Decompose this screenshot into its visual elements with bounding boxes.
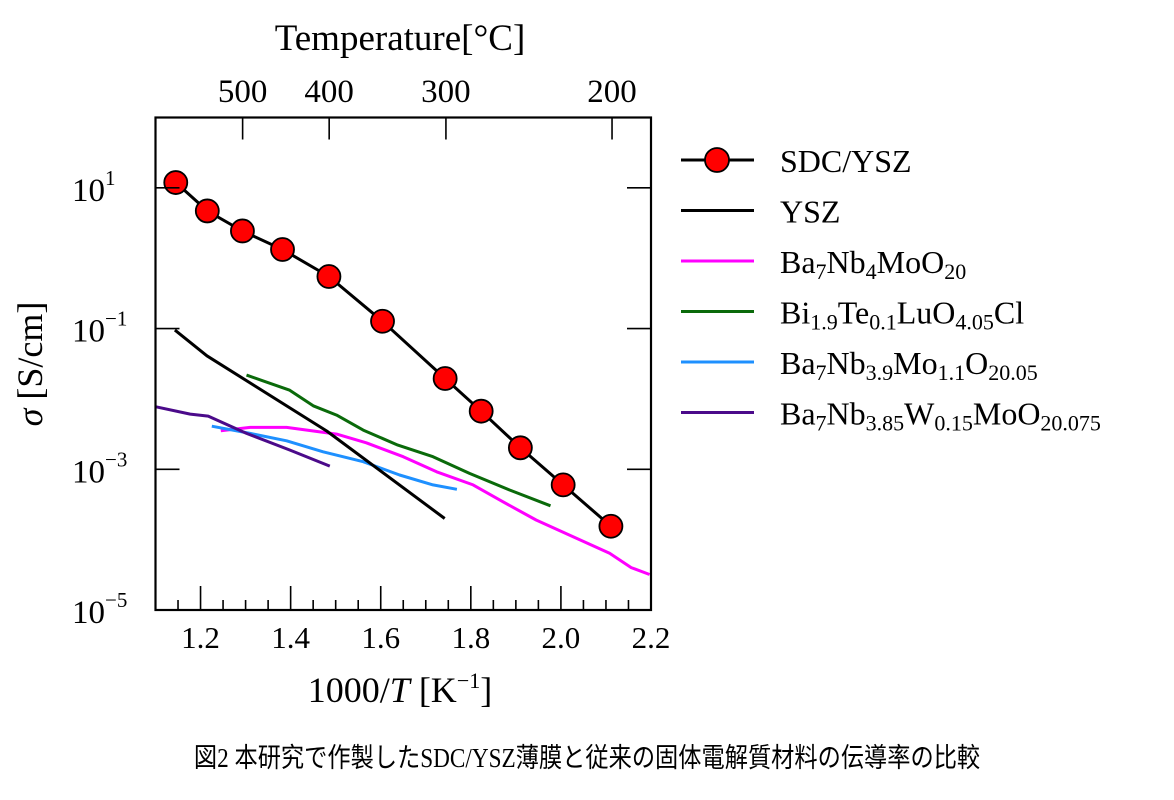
legend: SDC/YSZ YSZ Ba7Nb4MoO20 Bi1.9Te0.1LuO4.05Cl… (681, 143, 1101, 436)
x-axis-label: 1000/T [K−1] (308, 668, 492, 710)
axis-ticks: 1.2 1.4 1.6 1.8 2.0 2.2 101 10−1 10−3 10−5 500 400 3… (72, 74, 670, 655)
legend-label: Bi1.9Te0.1LuO4.05Cl (780, 295, 1024, 335)
legend-label: Ba7Nb3.85W0.15MoO20.075 (780, 396, 1101, 436)
x-tick-label: 1.8 (451, 620, 490, 655)
series-line (220, 425, 651, 576)
plot-frame (154, 116, 653, 612)
y-tick-label: 10−1 (72, 307, 127, 350)
data-point (468, 398, 494, 424)
top-tick-label: 300 (421, 74, 471, 110)
top-tick-label: 400 (304, 74, 354, 110)
data-point (270, 237, 295, 262)
plot-series (155, 170, 651, 576)
x-tick-label: 1.6 (361, 620, 400, 655)
data-point (598, 513, 624, 539)
data-point (370, 308, 395, 334)
data-point (316, 264, 342, 289)
legend-label: SDC/YSZ (780, 143, 912, 179)
x-tick-label: 1.2 (181, 620, 220, 655)
legend-label: YSZ (780, 194, 840, 230)
data-point (230, 218, 255, 244)
data-point (550, 472, 576, 498)
legend-label: Ba7Nb3.9Mo1.1O20.05 (780, 345, 1038, 385)
data-point (163, 170, 189, 195)
series-line (246, 373, 552, 508)
y-tick-label: 10−3 (72, 447, 127, 490)
x-tick-label: 1.4 (271, 620, 310, 655)
series-line (173, 328, 446, 520)
top-axis-label: Temperature[°C] (275, 18, 526, 59)
y-tick-label: 10−5 (72, 588, 127, 631)
figure-caption: 図2 本研究で作製したSDC/YSZ薄膜と従来の固体電解質材料の伝導率の比較 (193, 743, 981, 773)
data-point (194, 198, 220, 224)
y-tick-label: 101 (72, 166, 116, 209)
legend-marker (704, 147, 730, 173)
x-tick-label: 2.0 (542, 620, 581, 655)
y-axis-label: σ [S/cm] (10, 302, 50, 427)
legend-label: Ba7Nb4MoO20 (780, 244, 966, 284)
series-line (155, 405, 331, 468)
x-tick-label: 2.2 (632, 620, 671, 655)
data-point (507, 435, 533, 461)
series-line (211, 424, 458, 491)
top-tick-label: 200 (587, 74, 637, 110)
top-tick-label: 500 (218, 74, 268, 110)
data-point (432, 366, 458, 391)
